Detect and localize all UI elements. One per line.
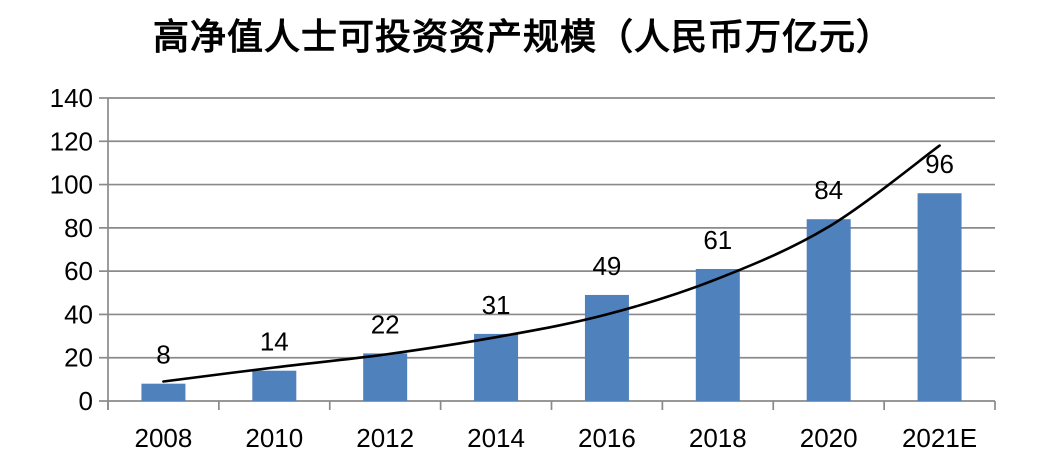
x-tick-label: 2010 [245,423,303,453]
x-tick-label: 2021E [902,423,977,453]
bar-value-label: 14 [260,327,289,357]
bar-value-label: 22 [371,309,400,339]
y-tick-label: 100 [50,170,93,200]
bar-2021E [917,193,962,401]
x-tick-label: 2020 [800,423,858,453]
y-tick-label: 60 [64,256,93,286]
bar-value-label: 96 [925,149,954,179]
bar-value-label: 61 [703,225,732,255]
x-tick-label: 2012 [356,423,414,453]
bar-2010 [252,370,297,401]
bar-value-label: 84 [814,175,843,205]
y-tick-label: 120 [50,126,93,156]
y-tick-label: 80 [64,213,93,243]
chart-title: 高净值人士可投资资产规模（人民币万亿元） [152,16,893,58]
bar-value-label: 8 [156,340,170,370]
x-tick-label: 2014 [467,423,525,453]
y-tick-label: 0 [79,386,93,416]
bar-value-label: 31 [482,290,511,320]
bar-2012 [363,353,408,401]
bar-2018 [695,268,740,401]
x-tick-label: 2018 [689,423,747,453]
bar-2020 [806,219,851,401]
y-tick-label: 20 [64,343,93,373]
trendline [162,144,941,383]
x-tick-label: 2016 [578,423,636,453]
bar-2008 [141,383,186,401]
y-tick-label: 140 [50,83,93,113]
y-tick-label: 40 [64,299,93,329]
x-tick-label: 2008 [135,423,193,453]
bar-value-label: 49 [592,251,621,281]
bar-2016 [584,294,629,401]
bar-2014 [474,333,519,401]
